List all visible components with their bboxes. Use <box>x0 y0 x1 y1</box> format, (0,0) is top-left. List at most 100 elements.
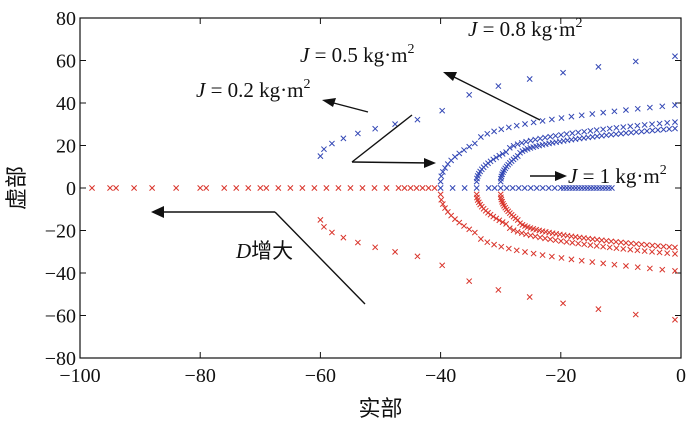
data-point <box>503 185 510 191</box>
arrow-j02 <box>322 98 369 113</box>
data-point <box>672 102 678 109</box>
data-point <box>495 83 502 90</box>
data-point <box>600 260 607 267</box>
data-point <box>505 245 512 252</box>
data-point <box>414 253 421 260</box>
data-point <box>371 185 378 191</box>
data-point <box>499 150 506 157</box>
data-point <box>568 256 575 263</box>
y-tick-label: 60 <box>56 51 76 73</box>
data-point <box>466 91 473 98</box>
data-point <box>299 185 306 191</box>
data-point <box>606 125 613 132</box>
data-point <box>654 243 661 249</box>
data-point <box>563 238 570 245</box>
data-point <box>359 185 366 191</box>
data-point <box>452 216 458 223</box>
arrow-j05 <box>351 114 436 168</box>
axes: −100 −80 −60 −40 −20 0−80−60−40−20020406080实部… <box>4 8 686 421</box>
data-point <box>438 196 445 203</box>
data-point <box>515 185 522 191</box>
data-point <box>563 131 570 138</box>
data-point <box>547 236 554 243</box>
data-point <box>510 227 517 234</box>
data-point <box>660 243 667 250</box>
data-point <box>466 278 473 285</box>
annotation-j05: J = 0.5 kg·m2 <box>300 42 415 67</box>
data-point <box>498 126 505 133</box>
data-point <box>437 185 444 191</box>
data-point <box>603 132 610 139</box>
data-point <box>660 126 667 133</box>
data-point <box>456 219 463 226</box>
data-point <box>539 252 546 259</box>
data-point <box>484 130 491 137</box>
data-point <box>664 250 671 257</box>
data-point <box>560 69 567 76</box>
data-point <box>628 240 635 247</box>
data-point <box>461 185 468 191</box>
data-point <box>672 267 678 274</box>
data-point <box>317 216 324 223</box>
data-point <box>569 239 576 246</box>
data-point <box>649 127 656 134</box>
y-tick-label: 80 <box>56 8 76 30</box>
data-point <box>499 219 506 226</box>
data-point <box>654 127 661 133</box>
data-point <box>542 235 549 242</box>
data-point <box>471 140 478 147</box>
data-point <box>466 143 473 150</box>
data-point <box>551 185 558 191</box>
data-point <box>526 294 533 300</box>
data-point <box>461 223 467 229</box>
data-point <box>641 121 648 128</box>
data-point <box>634 264 641 271</box>
data-point <box>633 240 640 247</box>
data-point <box>672 119 678 126</box>
data-point <box>598 132 605 139</box>
data-point <box>407 185 414 191</box>
data-point <box>581 241 588 248</box>
data-point <box>439 107 446 114</box>
data-point <box>257 185 264 191</box>
data-point <box>518 230 525 237</box>
data-point <box>545 185 552 191</box>
data-point <box>197 185 204 191</box>
data-point <box>437 178 444 185</box>
data-point <box>484 239 491 246</box>
data-point <box>587 127 594 134</box>
data-point <box>627 246 634 253</box>
data-point <box>593 242 600 249</box>
data-point <box>485 185 492 191</box>
y-tick-label: 0 <box>66 178 76 200</box>
data-point <box>575 129 582 136</box>
y-tick-label: −80 <box>45 348 76 370</box>
data-point <box>506 144 513 151</box>
data-point <box>497 185 504 191</box>
data-point <box>628 129 635 136</box>
data-point <box>513 122 520 129</box>
data-point <box>372 125 379 132</box>
data-point <box>439 201 446 208</box>
data-point <box>413 185 420 191</box>
data-point <box>672 316 678 323</box>
x-axis-label: 实部 <box>358 396 402 421</box>
data-point <box>578 257 585 264</box>
data-point <box>558 255 565 261</box>
data-point <box>587 242 594 249</box>
data-point <box>323 185 330 191</box>
data-point <box>335 185 342 191</box>
data-point <box>558 238 564 245</box>
arrow-j1 <box>530 171 567 181</box>
data-point <box>638 128 645 135</box>
data-point <box>491 185 498 191</box>
data-point <box>581 128 588 135</box>
data-point <box>131 185 138 191</box>
x-tick-label: −100 <box>59 365 100 387</box>
data-point <box>523 231 530 238</box>
data-point <box>203 185 210 191</box>
data-point <box>530 250 537 257</box>
data-point <box>649 242 656 249</box>
y-tick-label: 20 <box>56 136 76 158</box>
